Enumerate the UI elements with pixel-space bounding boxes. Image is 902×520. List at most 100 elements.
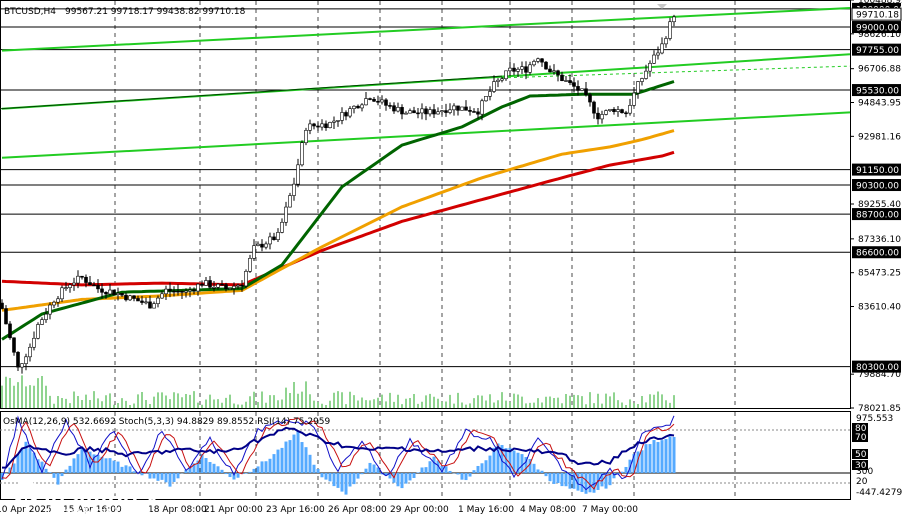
candle-bear (544, 61, 548, 70)
indicator-scale-label: 300 (856, 467, 873, 477)
osma-bar (260, 461, 264, 473)
candle-bear (584, 88, 588, 95)
osma-bar (300, 442, 304, 473)
candle-bear (92, 284, 96, 287)
candle-bull (648, 62, 652, 72)
price-level-tag-label: 95530.00 (856, 87, 899, 97)
osma-bar (192, 463, 196, 473)
osma-bar (428, 461, 432, 473)
candle-bull (516, 68, 520, 72)
candle-bear (8, 323, 12, 339)
candle-bear (456, 105, 460, 111)
indicator-level-tag (852, 460, 868, 470)
indicator-frame (0, 411, 851, 500)
price-level-tag (852, 163, 901, 176)
trend-channel (0, 6, 851, 159)
osma-bar (424, 467, 428, 473)
candle-bull (408, 110, 412, 114)
osma-bar (400, 473, 404, 489)
osma-bar (368, 462, 372, 473)
candle-bull (152, 303, 156, 309)
candle-bear (556, 70, 560, 76)
candlesticks (0, 14, 676, 374)
osma-bar (204, 458, 208, 473)
candle-bull (304, 130, 308, 144)
candle-bull (280, 221, 284, 233)
osma-bar (540, 470, 544, 473)
candle-bull (108, 289, 112, 295)
x-tick-label: 18 Apr 08:00 (148, 505, 207, 515)
candle-bear (208, 280, 212, 288)
chart-shift-marker[interactable] (657, 4, 667, 9)
osma-bar (664, 439, 668, 473)
candle-bull (552, 70, 556, 73)
osma-bar (468, 473, 472, 477)
candle-bear (96, 284, 100, 290)
osma-bar (156, 473, 160, 481)
osma-bar (168, 473, 172, 487)
indicator-scale-label: 70 (855, 433, 867, 443)
osma-bar (112, 460, 116, 473)
osma-bar (72, 458, 76, 473)
osma-bar (60, 473, 64, 477)
osma-bar (68, 465, 72, 473)
osma-bar (188, 466, 192, 473)
candle-bull (300, 142, 304, 166)
osma-bar (388, 473, 392, 479)
price-level-tag (852, 84, 901, 97)
osma-bar (536, 469, 540, 473)
indicator-header: OsMA(12,26,9) 532.6692 Stoch(5,3,3) 94.8… (3, 417, 331, 427)
candle-bull (404, 112, 408, 115)
candle-bull (636, 81, 640, 94)
osma-bar (308, 454, 312, 473)
ma-line-ema_mid (1, 129, 675, 312)
chart-header-ohlc: 99567.21 99718.17 99438.82 99710.18 (65, 7, 246, 17)
osma-bar (216, 466, 220, 473)
channel-line (1, 6, 851, 52)
candle-bull (488, 91, 492, 97)
osma-bar (264, 461, 268, 473)
candle-bear (220, 283, 224, 286)
candle-bull (492, 81, 496, 92)
candle-bull (252, 245, 256, 259)
osma-bar (244, 473, 248, 474)
osma-bar (288, 440, 292, 473)
candle-bull (204, 280, 208, 286)
candle-bear (476, 111, 480, 115)
y-tick-label: 78021.85 (858, 404, 901, 414)
candle-bear (560, 74, 564, 82)
indicator-rsi (1, 426, 675, 469)
candle-bull (580, 88, 584, 91)
indicator-level-tag (852, 423, 868, 433)
candle-bull (616, 109, 620, 112)
x-tick-label: 21 Apr 00:00 (204, 505, 263, 515)
osma-bar (512, 450, 516, 473)
indicator-scale-label: 20 (856, 477, 868, 487)
osma-bar (484, 460, 488, 473)
candle-bull (336, 120, 340, 122)
y-tick-label: 94843.95 (858, 99, 901, 109)
candle-bear (384, 99, 388, 106)
candle-bear (224, 284, 228, 289)
osma-bar (324, 473, 328, 480)
osma-bar (148, 473, 152, 479)
candle-bear (620, 109, 624, 114)
channel-midline (501, 65, 851, 79)
candle-bull (380, 99, 384, 103)
osma-bar (528, 458, 532, 473)
candle-bear (524, 66, 528, 73)
x-tick-label: 1 May 16:00 (458, 505, 514, 515)
osma-bar (272, 454, 276, 473)
channel-line (1, 111, 851, 159)
indicator-scale-label: -447.4279 (856, 488, 902, 498)
candle-bear (192, 289, 196, 292)
candle-bear (344, 112, 348, 117)
price-level-lines (0, 8, 850, 368)
candle-bear (512, 67, 516, 72)
indicator-scale-label: 50 (855, 450, 867, 460)
osma-bar (316, 468, 320, 473)
osma-bar (184, 469, 188, 473)
osma-bar (320, 473, 324, 478)
osma-bar (296, 431, 300, 473)
